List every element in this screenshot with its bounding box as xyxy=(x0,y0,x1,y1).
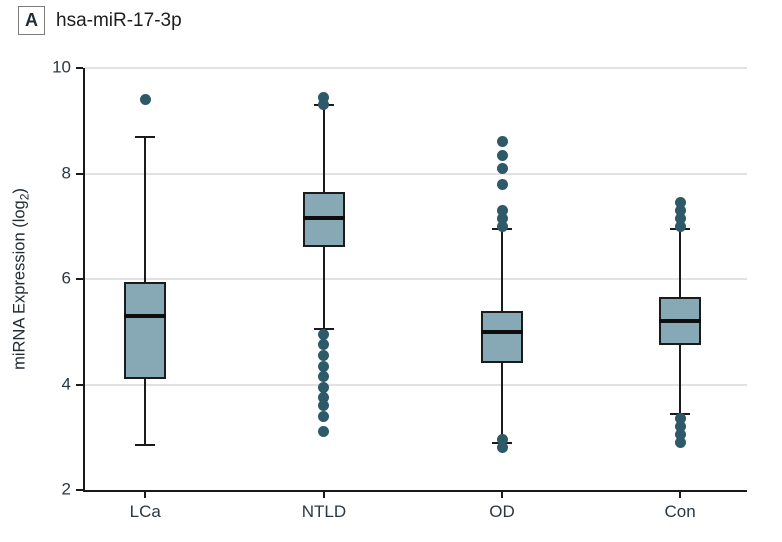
y-axis-tick-label: 4 xyxy=(61,374,71,394)
outlier-dot xyxy=(139,94,151,106)
outlier-dot xyxy=(674,429,686,441)
outlier-dot xyxy=(318,328,330,340)
y-axis-tick-label: 6 xyxy=(61,268,71,288)
outlier-dot xyxy=(318,91,330,103)
median-line xyxy=(302,216,345,221)
outlier-dot xyxy=(318,426,330,438)
gridline xyxy=(85,67,747,69)
y-axis-tick-label: 2 xyxy=(61,479,71,499)
whisker-cap-low xyxy=(135,444,156,447)
outlier-dot xyxy=(674,437,686,449)
outlier-dot xyxy=(496,442,508,454)
x-axis-category-label: NTLD xyxy=(301,502,347,521)
gridline xyxy=(85,278,747,280)
y-axis-title-wrap: miRNA Expression (log2) xyxy=(9,68,33,490)
outlier-dot xyxy=(674,204,686,216)
y-axis-tick-label: 10 xyxy=(52,57,71,77)
y-axis-title-prefix: miRNA Expression (log xyxy=(10,200,29,370)
whisker-cap-high xyxy=(135,135,156,138)
outlier-dot xyxy=(496,136,508,148)
x-axis-category-label: OD xyxy=(489,502,515,521)
outlier-dot xyxy=(674,421,686,433)
iqr-box xyxy=(124,281,167,380)
outlier-dot xyxy=(496,204,508,216)
x-axis-tick xyxy=(144,492,147,498)
outlier-dot xyxy=(318,99,330,111)
gridline xyxy=(85,172,747,175)
outlier-dot xyxy=(496,220,508,232)
outlier-dot xyxy=(318,349,330,361)
panel-header: A hsa-miR-17-3p xyxy=(18,6,182,35)
y-axis-title-subscript: 2 xyxy=(17,193,32,201)
outlier-dot xyxy=(496,149,508,161)
outlier-dot xyxy=(674,413,686,425)
x-axis-tick xyxy=(679,492,682,498)
y-axis-tick xyxy=(76,67,83,69)
panel-label-badge: A xyxy=(18,6,45,35)
y-axis-title-suffix: ) xyxy=(10,188,29,194)
outlier-dot xyxy=(674,220,686,232)
iqr-box xyxy=(481,310,524,364)
y-axis-tick xyxy=(76,278,83,280)
outlier-dot xyxy=(496,178,508,190)
page-title: hsa-miR-17-3p xyxy=(56,9,182,31)
x-axis-category-label: LCa xyxy=(129,502,161,521)
y-axis-tick-label: 8 xyxy=(61,163,71,183)
outlier-dot xyxy=(496,212,508,224)
outlier-dot xyxy=(496,162,508,174)
plot-area: miRNA Expression (log2) 2 4 6 8 10 LCa NTLD OD C… xyxy=(10,58,747,521)
outlier-dot xyxy=(318,339,330,351)
y-axis-tick xyxy=(76,383,83,386)
x-axis-category-label: Con xyxy=(664,502,696,521)
x-axis-tick xyxy=(322,492,325,498)
y-axis-tick xyxy=(76,172,83,175)
outlier-dot xyxy=(318,400,330,412)
y-axis-tick xyxy=(76,489,83,491)
outlier-dot xyxy=(496,434,508,446)
median-line xyxy=(481,329,524,334)
x-axis-tick xyxy=(501,492,504,498)
outlier-dot xyxy=(318,360,330,372)
outlier-dot xyxy=(318,410,330,422)
outlier-dot xyxy=(318,371,330,383)
outlier-dot xyxy=(674,212,686,224)
y-axis-title: miRNA Expression (log2) xyxy=(10,188,31,370)
outlier-dot xyxy=(318,392,330,404)
median-line xyxy=(124,313,167,318)
outlier-dot xyxy=(318,381,330,393)
gridline xyxy=(85,383,747,386)
median-line xyxy=(659,319,702,324)
outlier-dot xyxy=(674,197,686,208)
